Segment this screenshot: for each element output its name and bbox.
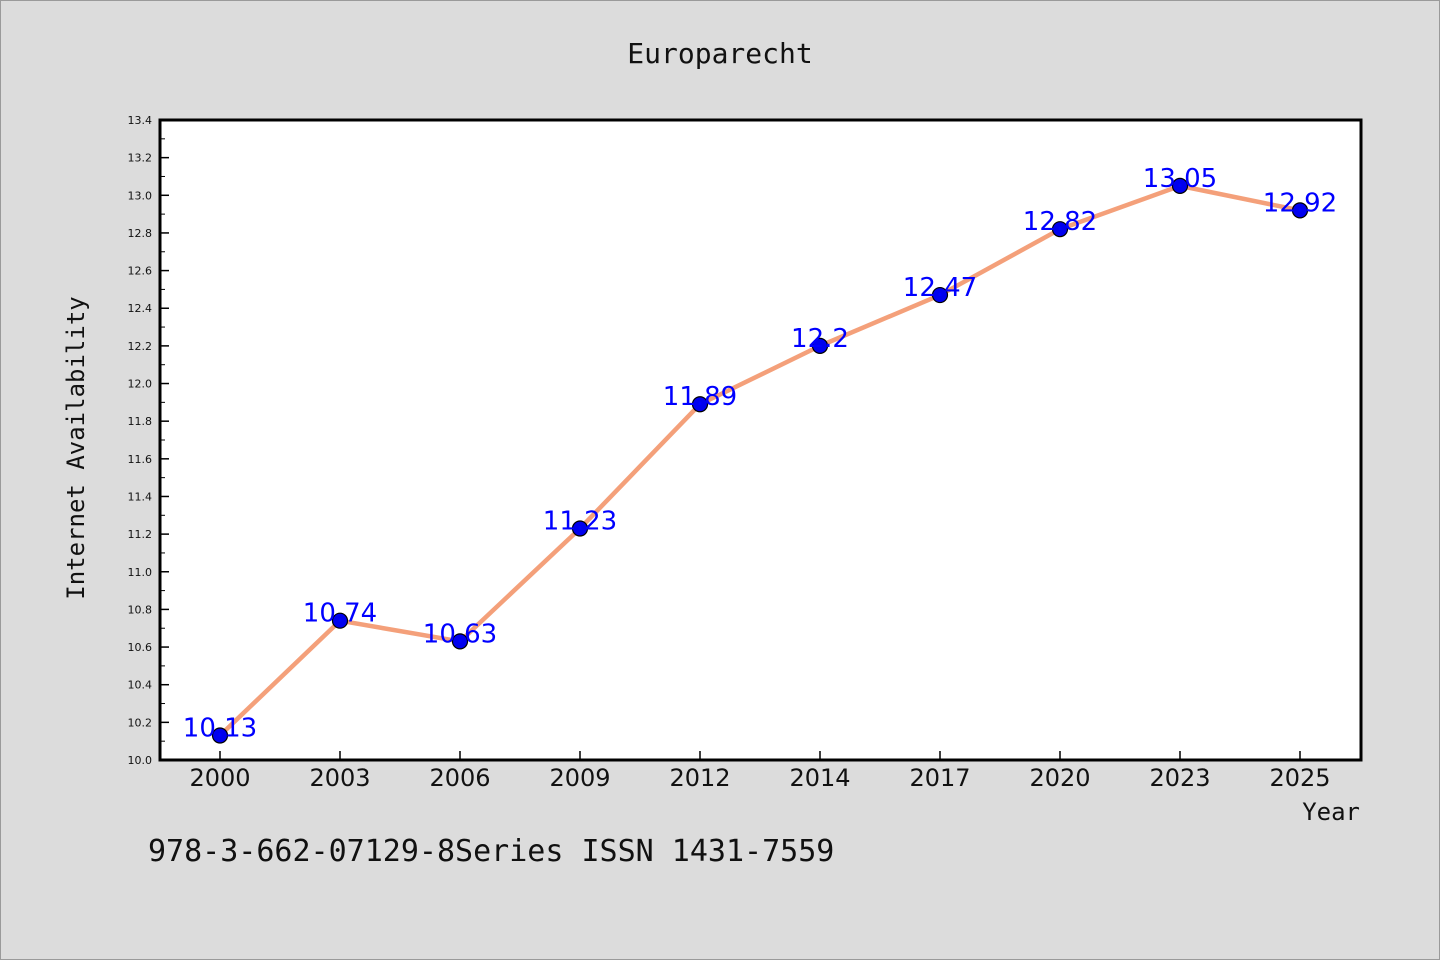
x-tick-label: 2020	[1029, 764, 1090, 792]
data-points	[211, 177, 1309, 744]
data-point	[1291, 202, 1309, 219]
x-tick-label: 2006	[429, 764, 490, 792]
data-label: 12.92	[1263, 188, 1337, 218]
y-tick-label: 10.8	[128, 603, 153, 616]
y-tick-label: 11.6	[128, 453, 153, 466]
y-tick-label: 13.2	[128, 152, 153, 165]
y-tick-label: 10.6	[128, 641, 153, 654]
y-tick-label: 13.4	[128, 114, 153, 127]
y-tick-label: 12.8	[128, 227, 153, 240]
data-label: 13.05	[1143, 164, 1217, 194]
data-point	[931, 286, 949, 304]
data-label: 11.23	[543, 506, 617, 536]
y-axis: 10.0 10.2 10.4 10.6 10.8 11.0 11.2 11.4 11.6 11.8…	[128, 114, 169, 767]
data-point	[1051, 221, 1069, 238]
y-tick-label: 12.4	[128, 302, 153, 315]
y-tick-label: 13.0	[128, 189, 153, 202]
data-label: 11.89	[663, 382, 737, 412]
data-point	[691, 396, 709, 413]
data-label: 10.63	[423, 619, 497, 649]
x-tick-label: 2000	[189, 764, 250, 792]
x-tick-label: 2012	[669, 764, 730, 792]
y-tick-label: 10.4	[128, 679, 153, 692]
data-label: 12.2	[791, 324, 849, 354]
x-axis: 2000 2003 2006 2009 2012 2014 2017 2020 2023 2025	[189, 751, 1331, 792]
plot-area	[158, 118, 1363, 762]
y-axis-label: Internet Availability	[62, 296, 90, 599]
y-tick-label: 10.2	[128, 716, 153, 729]
data-point	[331, 612, 349, 629]
data-label: 10.74	[303, 599, 377, 629]
y-tick-label: 11.2	[128, 528, 153, 541]
x-tick-label: 2025	[1269, 764, 1330, 792]
data-label: 10.13	[183, 714, 257, 744]
series-line	[218, 183, 1301, 738]
y-tick-label: 12.2	[128, 340, 153, 353]
data-point	[1171, 177, 1189, 194]
y-tick-label: 10.0	[128, 754, 153, 767]
data-point	[811, 337, 829, 354]
x-axis-label: Year	[1302, 798, 1360, 826]
data-point	[451, 633, 469, 650]
y-tick-label: 11.4	[128, 490, 153, 503]
footer-note: 978-3-662-07129-8Series ISSN 1431-7559	[148, 834, 835, 869]
chart-title: Europarecht	[627, 37, 812, 70]
series-line-group	[218, 183, 1301, 738]
data-point	[211, 727, 229, 744]
data-label: 12.82	[1023, 207, 1097, 237]
y-tick-label: 12.6	[128, 265, 153, 278]
data-label: 12.47	[903, 273, 977, 303]
y-tick-label: 12.0	[128, 378, 153, 391]
x-tick-label: 2003	[309, 764, 370, 792]
x-tick-label: 2014	[789, 764, 850, 792]
x-tick-label: 2023	[1149, 764, 1210, 792]
y-tick-label: 11.8	[128, 415, 153, 428]
y-tick-label: 11.0	[128, 566, 153, 579]
x-tick-label: 2017	[909, 764, 970, 792]
x-tick-label: 2009	[549, 764, 610, 792]
data-labels: 10.13 10.74 10.63 11.23 11.89 12.2 12.47 12.82 1…	[183, 164, 1337, 744]
data-point	[571, 520, 589, 537]
